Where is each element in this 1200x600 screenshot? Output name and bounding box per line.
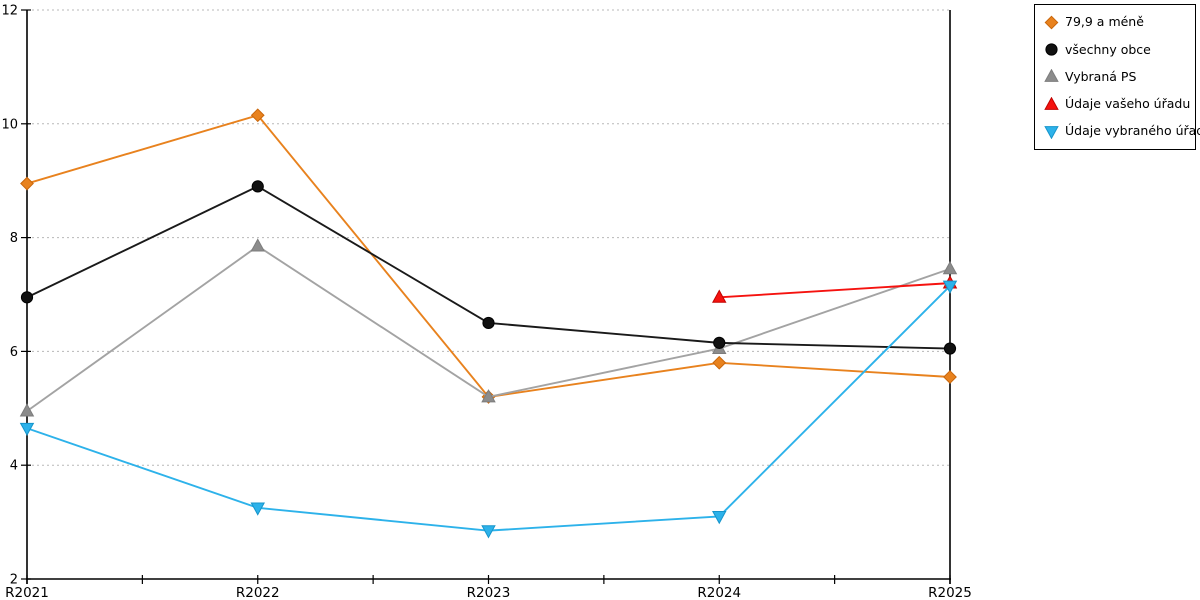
circle-glyph <box>1045 43 1058 56</box>
y-tick-label-4: 4 <box>10 459 18 474</box>
data-point-s0-R2024 <box>712 355 727 370</box>
data-point-s1-R2022 <box>251 180 264 193</box>
legend-item-79-9-a-mene[interactable]: 79,9 a méně <box>1044 15 1195 30</box>
legend-label: Vybraná PS <box>1065 68 1137 84</box>
y-tick-label-12: 12 <box>1 4 18 19</box>
series-line-3 <box>719 282 951 299</box>
data-point-s0-R2021 <box>20 176 34 191</box>
x-tick-label-R2024: R2024 <box>697 585 741 600</box>
x-tick-label-R2023: R2023 <box>467 585 511 600</box>
legend-label: 79,9 a méně <box>1065 14 1144 30</box>
legend-label: Údaje vašeho úřadu <box>1065 95 1191 111</box>
data-point-s4-R2021 <box>19 422 35 437</box>
y-tick-label-8: 8 <box>10 231 18 246</box>
legend-item-udaje-vybraneho-uradu[interactable]: Údaje vybraného úřadu <box>1044 124 1200 139</box>
data-point-s1-R2025 <box>943 342 957 355</box>
data-point-s1-R2024 <box>713 336 726 349</box>
data-point-s0-R2025 <box>943 370 957 384</box>
triangle-up-icon <box>1044 69 1059 83</box>
x-tick-label-R2022: R2022 <box>236 585 280 600</box>
x-tick-label-R2021: R2021 <box>5 585 49 600</box>
legend-label: Údaje vybraného úřadu <box>1065 123 1200 139</box>
data-point-s4-R2023 <box>481 525 496 539</box>
triangle-down-icon <box>1044 125 1059 139</box>
triangle-up-glyph <box>1044 96 1059 110</box>
circle-icon <box>1045 43 1058 56</box>
data-point-s4-R2022 <box>250 502 265 516</box>
data-point-s3-R2024 <box>712 289 727 303</box>
data-point-s0-R2022 <box>250 108 265 123</box>
chart-legend: 79,9 a méně všechny obce Vybraná PS Údaj… <box>1034 4 1200 150</box>
series-line-0 <box>26 114 951 398</box>
legend-label: všechny obce <box>1065 41 1151 57</box>
x-tick-label-R2025: R2025 <box>928 585 972 600</box>
diamond-icon <box>1044 15 1059 30</box>
data-point-s1-R2021 <box>20 291 34 304</box>
data-point-s1-R2023 <box>482 316 495 330</box>
data-point-s2-R2022 <box>250 238 265 252</box>
data-point-s2-R2021 <box>19 403 35 417</box>
legend-item-vsechny-obce[interactable]: všechny obce <box>1044 42 1195 57</box>
legend-item-udaje-vaseho-uradu[interactable]: Údaje vašeho úřadu <box>1044 95 1195 112</box>
data-point-s4-R2025 <box>942 280 958 294</box>
y-tick-label-10: 10 <box>1 117 18 132</box>
data-point-s2-R2025 <box>942 261 958 275</box>
legend-item-vybrana-ps[interactable]: Vybraná PS <box>1044 69 1195 84</box>
y-tick-label-2: 2 <box>10 573 18 588</box>
triangle-up-glyph <box>1044 69 1059 83</box>
y-tick-label-6: 6 <box>10 345 18 360</box>
diamond-glyph <box>1044 15 1059 30</box>
triangle-down-glyph <box>1044 125 1059 139</box>
data-point-s4-R2024 <box>712 511 727 525</box>
data-point-s2-R2023 <box>481 389 496 403</box>
triangle-up-icon <box>1044 96 1059 110</box>
